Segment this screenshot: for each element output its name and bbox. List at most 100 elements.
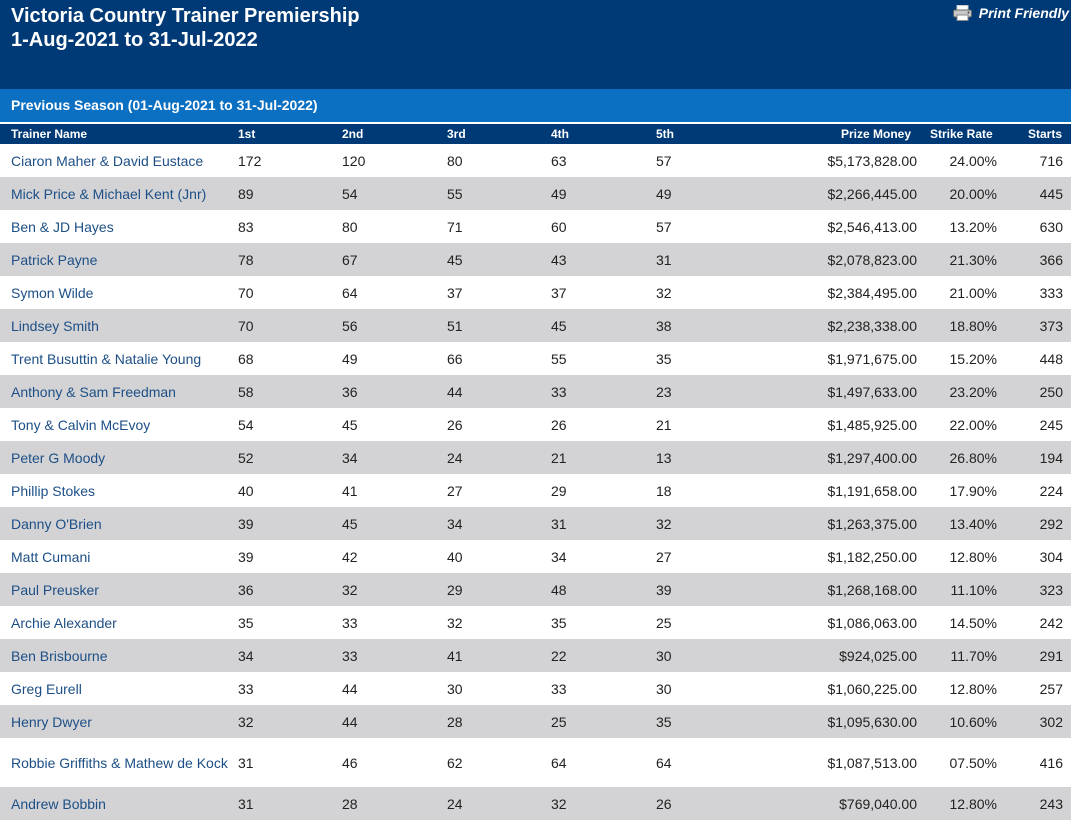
trainer-name-cell[interactable]: Paul Preusker: [0, 573, 238, 606]
fourth-cell: 60: [551, 218, 567, 235]
table-row: Trent Busuttin & Natalie Young 68 49 66 55 35…: [0, 342, 1071, 375]
strike-rate-cell: 10.60%: [924, 705, 1022, 738]
fifth-cell: 23: [656, 375, 736, 408]
second-cell: 46: [342, 754, 358, 771]
trainer-name-cell[interactable]: Henry Dwyer: [0, 705, 238, 738]
starts-cell: 250: [1022, 375, 1071, 408]
trainer-name-cell[interactable]: Matt Cumani: [11, 548, 91, 565]
fifth-cell: 13: [656, 441, 736, 474]
second-cell: 33: [342, 639, 447, 672]
column-header-3rd[interactable]: 3rd: [447, 124, 551, 144]
starts-cell: 257: [1039, 680, 1063, 697]
fourth-cell: 48: [551, 573, 656, 606]
table-row: Ciaron Maher & David Eustace 172 120 80 63 57…: [0, 144, 1071, 177]
starts-cell: 194: [1022, 441, 1071, 474]
table-row: Mick Price & Michael Kent (Jnr) 89 54 55 49 4…: [0, 177, 1071, 210]
prize-money-cell: $1,086,063.00: [827, 614, 917, 631]
print-friendly-button[interactable]: Print Friendly: [952, 5, 1069, 21]
second-cell: 42: [342, 548, 358, 565]
fifth-cell: 27: [656, 548, 672, 565]
fifth-cell: 32: [656, 507, 736, 540]
strike-rate-cell: 12.80%: [949, 548, 997, 565]
season-bar: Previous Season (01-Aug-2021 to 31-Jul-2…: [0, 89, 1071, 124]
starts-cell: 630: [1039, 218, 1063, 235]
starts-cell: 302: [1022, 705, 1071, 738]
strike-rate-cell: 22.00%: [949, 416, 997, 433]
trainer-name-cell[interactable]: Peter G Moody: [0, 441, 238, 474]
strike-rate-cell: 12.80%: [924, 787, 1022, 820]
fifth-cell: 35: [656, 350, 672, 367]
prize-money-cell: $1,297,400.00: [736, 441, 924, 474]
strike-rate-cell: 21.00%: [949, 284, 997, 301]
table-row: Peter G Moody 52 34 24 21 13 $1,297,400.00 26.8…: [0, 441, 1071, 474]
trainer-name-cell[interactable]: Andrew Bobbin: [0, 787, 238, 820]
second-cell: 32: [342, 573, 447, 606]
strike-rate-cell: 11.10%: [924, 573, 1022, 606]
column-header-starts[interactable]: Starts: [1022, 124, 1071, 144]
first-cell: 89: [238, 177, 342, 210]
strike-rate-cell: 07.50%: [949, 754, 997, 771]
starts-cell: 416: [1039, 754, 1063, 771]
trainer-name-cell[interactable]: Ben Brisbourne: [0, 639, 238, 672]
trainer-name-cell[interactable]: Phillip Stokes: [11, 482, 96, 499]
starts-cell: 291: [1022, 639, 1071, 672]
fifth-cell: 38: [656, 309, 736, 342]
column-header-4th[interactable]: 4th: [551, 124, 656, 144]
prize-money-cell: $1,095,630.00: [736, 705, 924, 738]
fourth-cell: 55: [551, 350, 567, 367]
column-header-trainer[interactable]: Trainer Name: [0, 124, 238, 144]
trainer-name-cell[interactable]: Patrick Payne: [0, 243, 238, 276]
trainer-name-cell[interactable]: Robbie Griffiths & Mathew de Kock: [11, 754, 228, 771]
column-header-strike-rate[interactable]: Strike Rate: [924, 124, 1022, 144]
strike-rate-cell: 18.80%: [924, 309, 1022, 342]
fourth-cell: 31: [551, 507, 656, 540]
first-cell: 172: [238, 152, 262, 169]
trainer-name-cell[interactable]: Anthony & Sam Freedman: [0, 375, 238, 408]
column-header-2nd[interactable]: 2nd: [342, 124, 447, 144]
trainer-name-cell[interactable]: Ben & JD Hayes: [11, 218, 114, 235]
third-cell: 34: [447, 507, 551, 540]
fourth-cell: 34: [551, 548, 567, 565]
trainer-name-cell[interactable]: Danny O'Brien: [0, 507, 238, 540]
starts-cell: 292: [1022, 507, 1071, 540]
trainer-name-cell[interactable]: Archie Alexander: [11, 614, 117, 631]
starts-cell: 373: [1022, 309, 1071, 342]
column-header-5th[interactable]: 5th: [656, 124, 736, 144]
third-cell: 55: [447, 177, 551, 210]
trainer-name-cell[interactable]: Symon Wilde: [11, 284, 94, 301]
fourth-cell: 25: [551, 705, 656, 738]
third-cell: 44: [447, 375, 551, 408]
page-title: Victoria Country Trainer Premiership 1-A…: [11, 4, 360, 52]
prize-money-cell: $769,040.00: [736, 787, 924, 820]
third-cell: 41: [447, 639, 551, 672]
trainer-name-cell[interactable]: Trent Busuttin & Natalie Young: [11, 350, 202, 367]
first-cell: 32: [238, 705, 342, 738]
table-row: Andrew Bobbin 31 28 24 32 26 $769,040.00 12.80%…: [0, 787, 1071, 820]
trainer-name-cell[interactable]: Lindsey Smith: [0, 309, 238, 342]
starts-cell: 333: [1039, 284, 1063, 301]
third-cell: 28: [447, 705, 551, 738]
trainer-name-cell[interactable]: Mick Price & Michael Kent (Jnr): [0, 177, 238, 210]
trainer-name-cell[interactable]: Ciaron Maher & David Eustace: [11, 152, 204, 169]
fifth-cell: 32: [656, 284, 672, 301]
table-row: Paul Preusker 36 32 29 48 39 $1,268,168.00 11.1…: [0, 573, 1071, 606]
fourth-cell: 45: [551, 309, 656, 342]
fifth-cell: 25: [656, 614, 672, 631]
print-friendly-label: Print Friendly: [978, 5, 1069, 21]
column-header-prize-money[interactable]: Prize Money: [736, 124, 924, 144]
column-header-1st[interactable]: 1st: [238, 124, 342, 144]
first-cell: 35: [238, 614, 254, 631]
trainer-name-cell[interactable]: Tony & Calvin McEvoy: [11, 416, 151, 433]
third-cell: 24: [447, 441, 551, 474]
prize-money-cell: $2,078,823.00: [736, 243, 924, 276]
second-cell: 56: [342, 309, 447, 342]
table-header-row: Trainer Name 1st 2nd 3rd 4th 5th Prize M…: [0, 124, 1071, 144]
fourth-cell: 29: [551, 482, 567, 499]
starts-cell: 445: [1022, 177, 1071, 210]
first-cell: 39: [238, 507, 342, 540]
fifth-cell: 30: [656, 639, 736, 672]
trainer-name-cell[interactable]: Greg Eurell: [11, 680, 82, 697]
prize-money-cell: $924,025.00: [736, 639, 924, 672]
third-cell: 45: [447, 243, 551, 276]
prize-money-cell: $1,182,250.00: [827, 548, 917, 565]
